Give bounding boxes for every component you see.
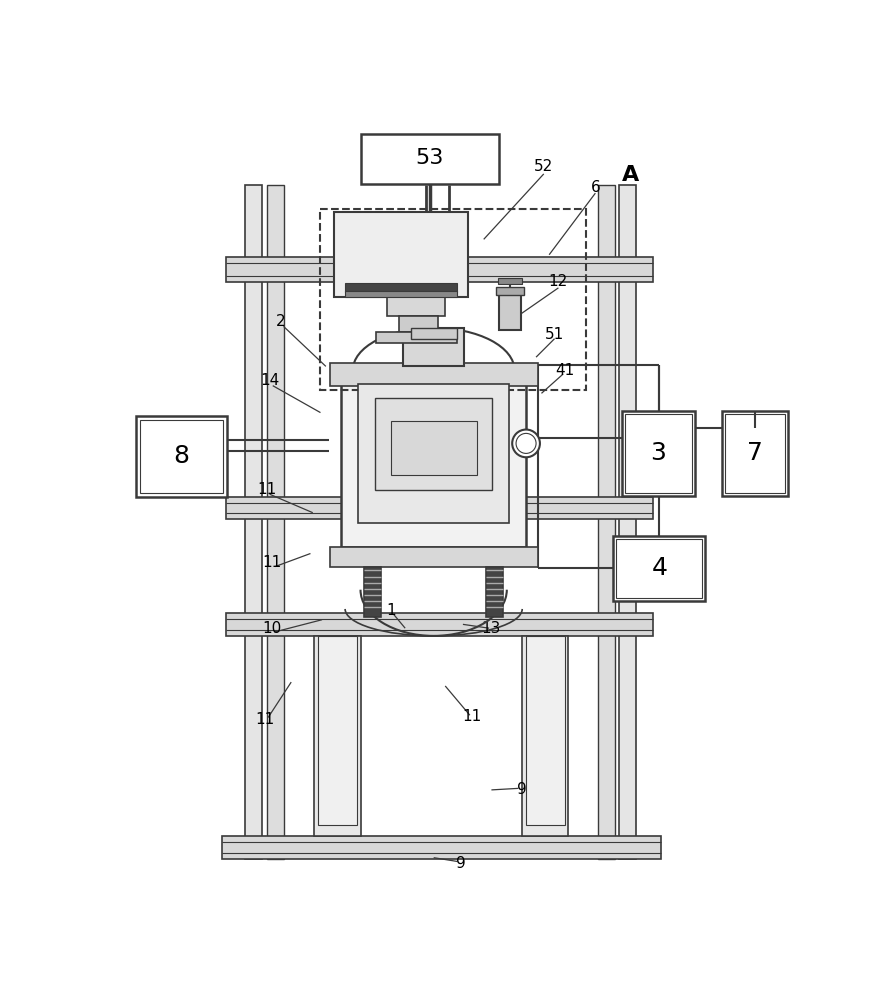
Bar [410, 328, 456, 339]
Bar [597, 185, 614, 859]
Bar [402, 328, 464, 366]
Bar [345, 291, 456, 297]
Bar [387, 297, 444, 316]
Text: 8: 8 [173, 444, 189, 468]
Text: 1: 1 [386, 603, 396, 618]
Bar [139, 420, 223, 493]
Text: 2: 2 [275, 314, 285, 329]
Text: 13: 13 [481, 621, 501, 636]
Bar [390, 421, 477, 475]
Text: 41: 41 [555, 363, 574, 378]
Bar [225, 257, 653, 282]
Bar [314, 636, 360, 836]
Bar [725, 414, 784, 493]
Bar [721, 411, 787, 496]
Text: 53: 53 [415, 148, 443, 168]
Text: 11: 11 [462, 709, 481, 724]
Text: 11: 11 [257, 482, 276, 497]
Bar [375, 398, 492, 490]
Bar [521, 636, 568, 836]
Bar [485, 567, 502, 617]
Text: 52: 52 [534, 159, 552, 174]
Bar [341, 370, 526, 547]
Text: 9: 9 [455, 856, 465, 871]
Bar [612, 536, 704, 601]
Bar [329, 547, 537, 567]
Bar [358, 384, 509, 523]
Bar [621, 411, 695, 496]
Bar [619, 185, 636, 859]
Text: 4: 4 [651, 556, 667, 580]
Bar [625, 414, 692, 493]
Bar [375, 332, 456, 343]
Text: 10: 10 [262, 621, 282, 636]
Bar [329, 363, 537, 386]
Bar [225, 613, 653, 636]
Text: 12: 12 [548, 274, 568, 289]
Text: A: A [621, 165, 639, 185]
Bar [526, 636, 564, 825]
Text: 3: 3 [650, 441, 666, 465]
Bar [317, 636, 357, 825]
Bar [497, 278, 521, 284]
Bar [333, 212, 468, 297]
Text: 11: 11 [255, 712, 274, 727]
Text: 6: 6 [591, 180, 601, 195]
Bar [615, 539, 702, 598]
Text: 14: 14 [260, 373, 279, 388]
Bar [222, 836, 660, 859]
Bar [225, 497, 653, 519]
Circle shape [511, 430, 539, 457]
Bar [364, 567, 381, 617]
Circle shape [516, 433, 536, 453]
Bar [345, 283, 456, 292]
Bar [360, 134, 499, 184]
Text: 11: 11 [262, 555, 282, 570]
Text: 9: 9 [517, 782, 527, 797]
Bar [495, 287, 523, 295]
Bar [266, 185, 283, 859]
Bar [399, 316, 437, 332]
Bar [136, 416, 226, 497]
Bar [245, 185, 262, 859]
Bar [320, 209, 586, 389]
Text: 7: 7 [746, 441, 762, 465]
Text: 51: 51 [544, 327, 563, 342]
Bar [499, 293, 520, 330]
